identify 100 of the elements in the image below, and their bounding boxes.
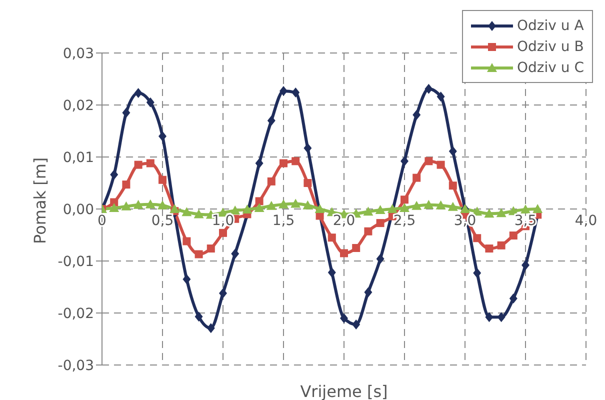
point xyxy=(194,209,204,218)
point xyxy=(497,312,506,322)
point xyxy=(532,204,543,213)
point xyxy=(436,200,446,210)
point xyxy=(267,177,276,186)
point xyxy=(340,249,348,258)
point xyxy=(121,201,132,210)
point xyxy=(496,208,506,218)
point xyxy=(290,198,301,208)
point xyxy=(146,159,154,168)
point xyxy=(254,202,264,212)
point xyxy=(158,176,166,184)
point xyxy=(146,97,154,108)
point xyxy=(424,157,433,166)
point xyxy=(424,200,434,209)
point xyxy=(158,200,168,210)
point xyxy=(194,250,203,258)
point xyxy=(448,182,457,190)
point xyxy=(509,293,518,304)
point xyxy=(485,244,494,253)
point xyxy=(242,204,252,214)
legend-label: Odziv u B xyxy=(517,38,584,54)
point xyxy=(182,207,192,216)
point xyxy=(352,244,360,252)
point xyxy=(122,108,130,118)
point xyxy=(375,205,386,214)
point xyxy=(448,202,458,211)
legend-label: Odziv u C xyxy=(517,60,584,76)
point xyxy=(255,197,264,206)
point xyxy=(424,84,433,94)
point xyxy=(219,228,227,237)
point xyxy=(134,160,142,169)
point xyxy=(280,86,288,96)
point xyxy=(484,208,494,218)
y-tick-label: 0,01 xyxy=(62,150,94,166)
point xyxy=(304,179,312,187)
point xyxy=(206,244,215,253)
point xyxy=(231,248,240,259)
point xyxy=(292,157,300,166)
point xyxy=(436,92,445,102)
point xyxy=(182,274,191,284)
point xyxy=(158,131,166,142)
point xyxy=(509,232,518,240)
point xyxy=(412,110,421,120)
point xyxy=(412,200,422,210)
point xyxy=(280,159,288,168)
point xyxy=(302,200,313,210)
point xyxy=(292,88,300,98)
point xyxy=(522,260,530,270)
y-tick-label: 0,00 xyxy=(62,202,94,218)
point xyxy=(109,202,120,212)
point xyxy=(267,116,276,126)
point xyxy=(340,313,348,324)
point xyxy=(133,200,144,209)
point xyxy=(314,204,325,213)
point xyxy=(376,219,384,228)
point xyxy=(376,254,384,264)
point xyxy=(194,312,203,322)
point xyxy=(387,204,398,213)
point xyxy=(110,198,118,206)
point xyxy=(230,206,240,215)
point xyxy=(400,196,408,204)
point xyxy=(436,160,445,169)
x-tick-label: 4,0 xyxy=(574,213,598,229)
x-tick-label: 2,0 xyxy=(332,213,356,229)
y-tick-label: 0,02 xyxy=(62,98,94,114)
point xyxy=(170,204,180,213)
point xyxy=(497,241,506,250)
point xyxy=(266,200,276,210)
point xyxy=(219,288,227,298)
point xyxy=(122,180,130,189)
x-axis-title: Vrijeme [s] xyxy=(300,382,388,400)
x-tick-label: 0,5 xyxy=(151,213,174,229)
point xyxy=(448,146,457,156)
y-tick-label: 0,03 xyxy=(62,46,94,62)
point xyxy=(400,202,410,212)
y-tick-label: -0,01 xyxy=(58,254,94,270)
point xyxy=(110,170,118,180)
point xyxy=(278,199,288,208)
point xyxy=(363,206,374,216)
point xyxy=(400,156,408,166)
point xyxy=(485,312,494,322)
legend-label: Odziv u A xyxy=(517,18,584,34)
point xyxy=(182,237,191,246)
point xyxy=(364,287,372,298)
x-tick-label: 1,5 xyxy=(272,213,295,229)
point xyxy=(328,267,336,278)
y-tick-label: -0,03 xyxy=(58,358,94,374)
point xyxy=(473,268,482,278)
point xyxy=(206,323,215,334)
point xyxy=(328,234,336,242)
point xyxy=(412,174,421,182)
y-tick-label: -0,02 xyxy=(58,306,94,322)
point xyxy=(520,204,530,214)
point xyxy=(255,158,264,168)
point xyxy=(134,88,142,98)
point xyxy=(352,319,360,330)
point xyxy=(473,234,482,242)
point xyxy=(304,143,312,154)
point xyxy=(145,199,156,208)
